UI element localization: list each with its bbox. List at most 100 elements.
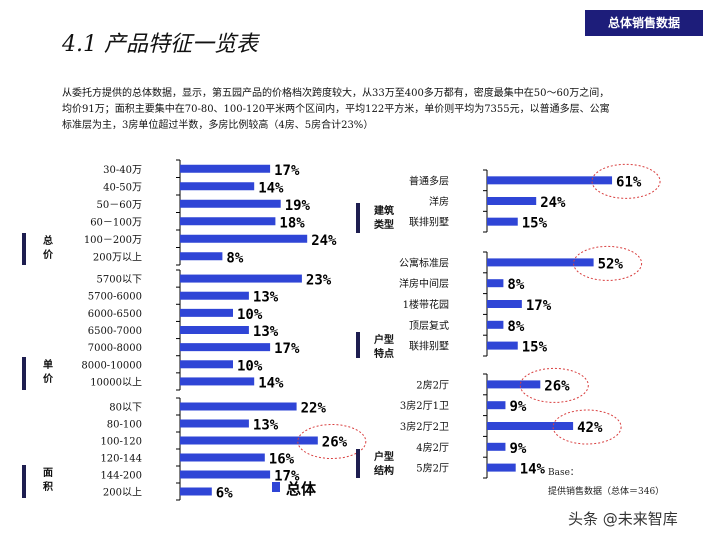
data-label: 19% (285, 198, 311, 214)
bar (180, 308, 233, 317)
category-label: 洋房中间层 (399, 277, 449, 290)
highlight-ellipse (519, 367, 589, 403)
bar (487, 401, 506, 410)
data-label: 17% (526, 298, 552, 314)
legend-label: 总体 (286, 480, 317, 498)
bar (180, 487, 212, 496)
data-label: 6% (216, 486, 233, 502)
category-label: 洋房 (429, 195, 449, 208)
data-label: 26% (544, 378, 570, 394)
data-label: 17% (274, 469, 300, 485)
highlight-ellipse (573, 245, 643, 281)
bar (180, 470, 271, 479)
data-label: 13% (253, 290, 279, 306)
data-label: 10% (237, 358, 263, 374)
section-label: 建筑 (373, 204, 394, 217)
data-label: 13% (253, 418, 279, 434)
section-label: 面 (43, 467, 53, 479)
category-label: 1楼带花园 (403, 298, 449, 311)
bar (180, 343, 271, 352)
bar (487, 176, 613, 185)
category-label: 6000-6500 (88, 309, 142, 320)
data-label: 15% (522, 216, 548, 232)
section-tag-bar (356, 203, 360, 233)
data-label: 24% (540, 195, 566, 211)
section-label: 积 (43, 480, 53, 493)
bar (180, 419, 249, 428)
section-tag-bar (22, 465, 26, 498)
category-label: 普通多层 (409, 174, 449, 187)
data-label: 14% (258, 180, 284, 196)
summary-line: 从委托方提供的总体数据，显示，第五园产品的价格档次跨度较大，从33万至400多万… (62, 88, 610, 99)
category-label: 8000-10000 (81, 360, 142, 371)
bar (180, 291, 249, 300)
category-label: 100-120 (100, 437, 142, 448)
category-label: 5700-6000 (88, 292, 142, 303)
data-label: 8% (507, 319, 524, 335)
bar (180, 326, 249, 334)
section-label: 价 (43, 249, 54, 261)
category-label: 联排别墅 (409, 216, 449, 229)
base-note-value: 提供销售数据（总体＝346） (548, 485, 664, 497)
section-label: 价 (43, 373, 54, 385)
bar (487, 197, 537, 205)
bar (487, 422, 574, 430)
bar (180, 453, 265, 462)
data-label: 8% (507, 277, 524, 293)
watermark: 头条 @未来智库 (568, 510, 678, 528)
category-label: 40-50万 (103, 182, 142, 193)
category-label: 3房2厅2卫 (400, 420, 449, 433)
data-label: 13% (253, 324, 279, 340)
section-tag: 总体销售数据 (585, 10, 703, 36)
summary-line: 均价91万；面积主要集中在70-80、100-120平米两个区间内，平均122平… (62, 104, 610, 115)
bar (180, 199, 281, 208)
bar (487, 341, 518, 350)
bar (180, 252, 223, 261)
data-label: 26% (322, 435, 348, 451)
bar (487, 442, 506, 451)
category-label: 顶层复式 (409, 319, 449, 332)
category-label: 60－100万 (90, 217, 142, 228)
category-label: 100－200万 (84, 235, 142, 246)
data-label: 42% (577, 420, 603, 436)
category-label: 10000以上 (90, 376, 142, 388)
data-label: 22% (301, 401, 327, 417)
bar (487, 463, 516, 472)
bar (180, 402, 297, 411)
section-label: 类型 (374, 218, 394, 231)
category-label: 120-144 (100, 454, 142, 465)
category-label: 50－60万 (97, 200, 142, 211)
bar (487, 380, 541, 389)
category-label: 4房2厅 (416, 441, 449, 454)
category-label: 144-200 (100, 471, 142, 482)
data-label: 61% (616, 174, 642, 190)
category-label: 5700以下 (97, 275, 142, 286)
category-label: 6500-7000 (88, 326, 142, 337)
category-label: 2房2厅 (416, 378, 449, 391)
data-label: 24% (311, 233, 337, 249)
category-label: 30-40万 (103, 165, 142, 176)
data-label: 8% (226, 250, 243, 266)
category-label: 80-100 (107, 420, 142, 431)
category-label: 3房2厅1卫 (400, 399, 449, 412)
category-label: 80以下 (109, 403, 142, 414)
data-label: 10% (237, 307, 263, 323)
section-tag-bar (22, 357, 26, 390)
data-label: 14% (258, 375, 284, 391)
data-label: 14% (520, 462, 546, 478)
data-label: 9% (509, 441, 526, 457)
data-label: 18% (279, 215, 305, 231)
data-label: 17% (274, 163, 300, 179)
bar (487, 217, 518, 226)
data-label: 52% (598, 256, 624, 272)
page-title: 4.1 产品特征一览表 (62, 32, 258, 57)
bar (180, 234, 308, 243)
highlight-ellipse (552, 409, 622, 445)
data-label: 16% (269, 452, 295, 468)
base-note-label: Base： (548, 468, 579, 478)
bar (487, 300, 522, 308)
section-label: 单 (43, 358, 53, 371)
summary-line: 标准层为主，3房单位超过半数，多房比例较高（4房、5房合计23%） (62, 120, 374, 131)
bar (180, 217, 276, 226)
category-label: 公寓标准层 (399, 256, 449, 269)
